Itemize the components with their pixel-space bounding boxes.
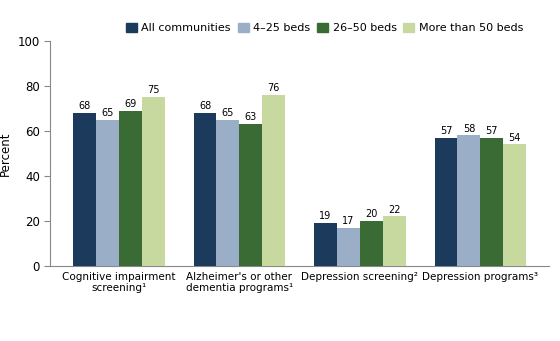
- Text: 68: 68: [78, 101, 91, 111]
- Bar: [435, 138, 458, 266]
- Bar: [458, 135, 480, 266]
- Bar: [314, 223, 337, 266]
- Text: 22: 22: [388, 205, 400, 215]
- Bar: [382, 217, 405, 266]
- Text: 57: 57: [486, 126, 498, 136]
- Text: 65: 65: [222, 108, 234, 118]
- Bar: [194, 113, 217, 266]
- Y-axis label: Percent: Percent: [0, 131, 12, 176]
- Bar: [337, 228, 360, 266]
- Text: 65: 65: [101, 108, 114, 118]
- Text: 54: 54: [508, 133, 521, 143]
- Bar: [360, 221, 382, 266]
- Bar: [119, 111, 142, 266]
- Text: 57: 57: [440, 126, 452, 136]
- Legend: All communities, 4–25 beds, 26–50 beds, More than 50 beds: All communities, 4–25 beds, 26–50 beds, …: [126, 23, 523, 33]
- Text: 75: 75: [147, 85, 160, 95]
- Text: 19: 19: [319, 211, 332, 221]
- Bar: [503, 145, 526, 266]
- Text: 20: 20: [365, 209, 377, 219]
- Bar: [480, 138, 503, 266]
- Bar: [96, 120, 119, 266]
- Text: 76: 76: [268, 83, 280, 93]
- Bar: [262, 95, 285, 266]
- Text: 17: 17: [342, 216, 354, 226]
- Text: 68: 68: [199, 101, 211, 111]
- Text: 63: 63: [245, 113, 257, 122]
- Bar: [239, 124, 262, 266]
- Bar: [142, 97, 165, 266]
- Text: 58: 58: [463, 124, 475, 134]
- Bar: [73, 113, 96, 266]
- Text: 69: 69: [124, 99, 137, 109]
- Bar: [217, 120, 239, 266]
